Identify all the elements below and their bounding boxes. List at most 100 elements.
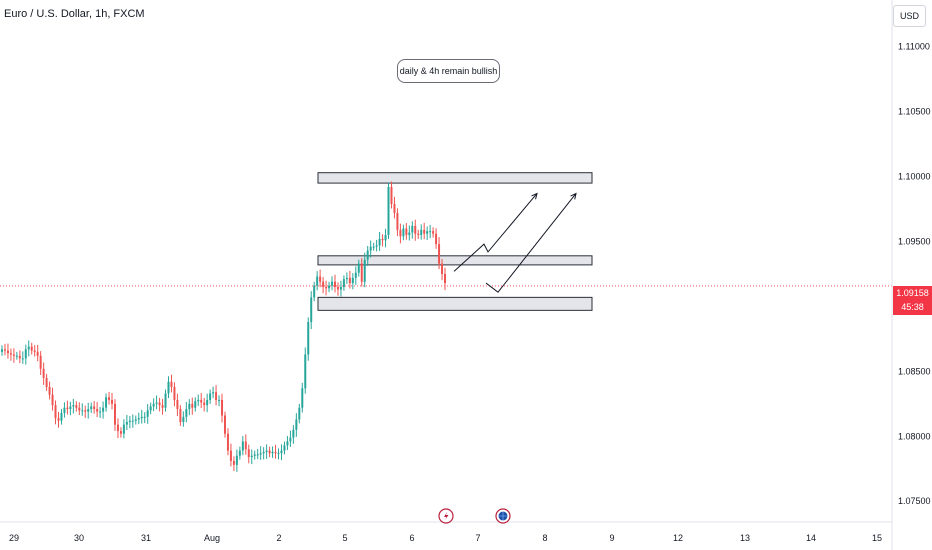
candle-body — [286, 441, 289, 446]
candle-body — [66, 407, 69, 410]
candle-body — [301, 388, 304, 408]
candle-body — [111, 399, 114, 404]
time-axis: 29 30 31 Aug 2 5 6 7 8 9 12 13 14 15 — [9, 533, 882, 543]
candle-body — [384, 235, 387, 241]
candle-body — [45, 377, 48, 387]
candle-body — [429, 231, 432, 233]
projection-arrow — [485, 193, 577, 293]
x-tick-label: Aug — [204, 533, 220, 543]
candle-body — [307, 322, 310, 355]
lightning-event-icon[interactable] — [438, 508, 454, 524]
candle-body — [316, 276, 319, 286]
candle-body — [78, 407, 81, 411]
candle-body — [295, 419, 298, 430]
candle-body — [417, 233, 420, 236]
candle-body — [122, 424, 125, 434]
candle-body — [250, 455, 253, 458]
candle-body — [72, 405, 75, 407]
candle-body — [351, 277, 354, 284]
candle-body — [176, 399, 179, 410]
candle-body — [244, 441, 247, 450]
candle-body — [57, 418, 60, 421]
candle-body — [357, 263, 360, 273]
candle-body — [15, 355, 18, 357]
annotation-callout[interactable]: daily & 4h remain bullish — [397, 59, 500, 83]
candle-body — [348, 277, 351, 284]
y-tick-label: 1.09500 — [898, 237, 931, 247]
y-tick-label: 1.08000 — [898, 431, 931, 441]
last-price-tag: 1.09158 45:38 — [893, 286, 932, 315]
candle-body — [411, 225, 414, 233]
candle-body — [354, 272, 357, 278]
candle-body — [158, 402, 161, 406]
candle-body — [116, 424, 119, 432]
candle-body — [200, 399, 203, 403]
candle-body — [99, 411, 102, 413]
candle-body — [179, 409, 182, 423]
candle-body — [170, 381, 173, 387]
candle-body — [232, 460, 235, 465]
candle-body — [328, 285, 331, 289]
candle-body — [9, 353, 12, 355]
candle-body — [265, 450, 268, 452]
currency-button[interactable]: USD — [893, 5, 926, 27]
candle-body — [372, 246, 375, 248]
y-tick-label: 1.10000 — [898, 172, 931, 182]
candle-body — [405, 228, 408, 236]
candle-body — [18, 355, 21, 359]
candle-body — [393, 203, 396, 213]
candle-body — [27, 346, 30, 350]
candle-body — [274, 451, 277, 454]
candle-body — [93, 406, 96, 410]
candle-body — [185, 409, 188, 417]
candle-body — [3, 349, 6, 351]
arrow-head — [570, 192, 577, 200]
candle-body — [63, 407, 66, 413]
candle-body — [39, 355, 42, 369]
candle-body — [218, 399, 221, 401]
candle-body — [149, 406, 152, 411]
candle-body — [12, 354, 15, 356]
candle-body — [113, 403, 116, 425]
x-tick-label: 30 — [74, 533, 84, 543]
x-tick-label: 5 — [342, 533, 347, 543]
candle-body — [226, 433, 229, 451]
x-tick-label: 7 — [475, 533, 480, 543]
candle-body — [36, 351, 39, 356]
candle-body — [143, 416, 146, 418]
arrow-head — [531, 192, 538, 200]
support-resistance-zone — [317, 255, 593, 266]
candle-body — [381, 238, 384, 241]
candle-body — [319, 276, 322, 282]
candle-body — [435, 233, 438, 245]
candle-body — [30, 346, 33, 351]
candle-body — [298, 407, 301, 420]
x-tick-label: 31 — [141, 533, 151, 543]
arrow-layer — [453, 192, 577, 293]
candle-body — [229, 450, 232, 461]
candle-body — [161, 405, 164, 408]
candle-body — [238, 450, 241, 456]
candle-body — [304, 354, 307, 389]
candle-body — [369, 246, 372, 251]
candle-body — [262, 451, 265, 454]
candle-body — [235, 455, 238, 465]
candle-body — [432, 231, 435, 234]
candle-body — [280, 450, 283, 454]
candle-body — [259, 453, 262, 455]
candle-body — [444, 273, 446, 284]
candle-layer — [1, 181, 446, 472]
candle-body — [271, 451, 274, 454]
candle-body — [345, 277, 348, 280]
zone-layer — [317, 172, 593, 311]
support-resistance-zone — [317, 172, 593, 184]
candle-body — [164, 393, 167, 408]
y-tick-label: 1.08500 — [898, 366, 931, 376]
candle-body — [105, 397, 108, 408]
x-tick-label: 13 — [740, 533, 750, 543]
bar-countdown: 45:38 — [901, 302, 924, 312]
candle-body — [333, 281, 336, 287]
globe-event-icon[interactable] — [495, 508, 511, 524]
candle-body — [90, 406, 93, 410]
